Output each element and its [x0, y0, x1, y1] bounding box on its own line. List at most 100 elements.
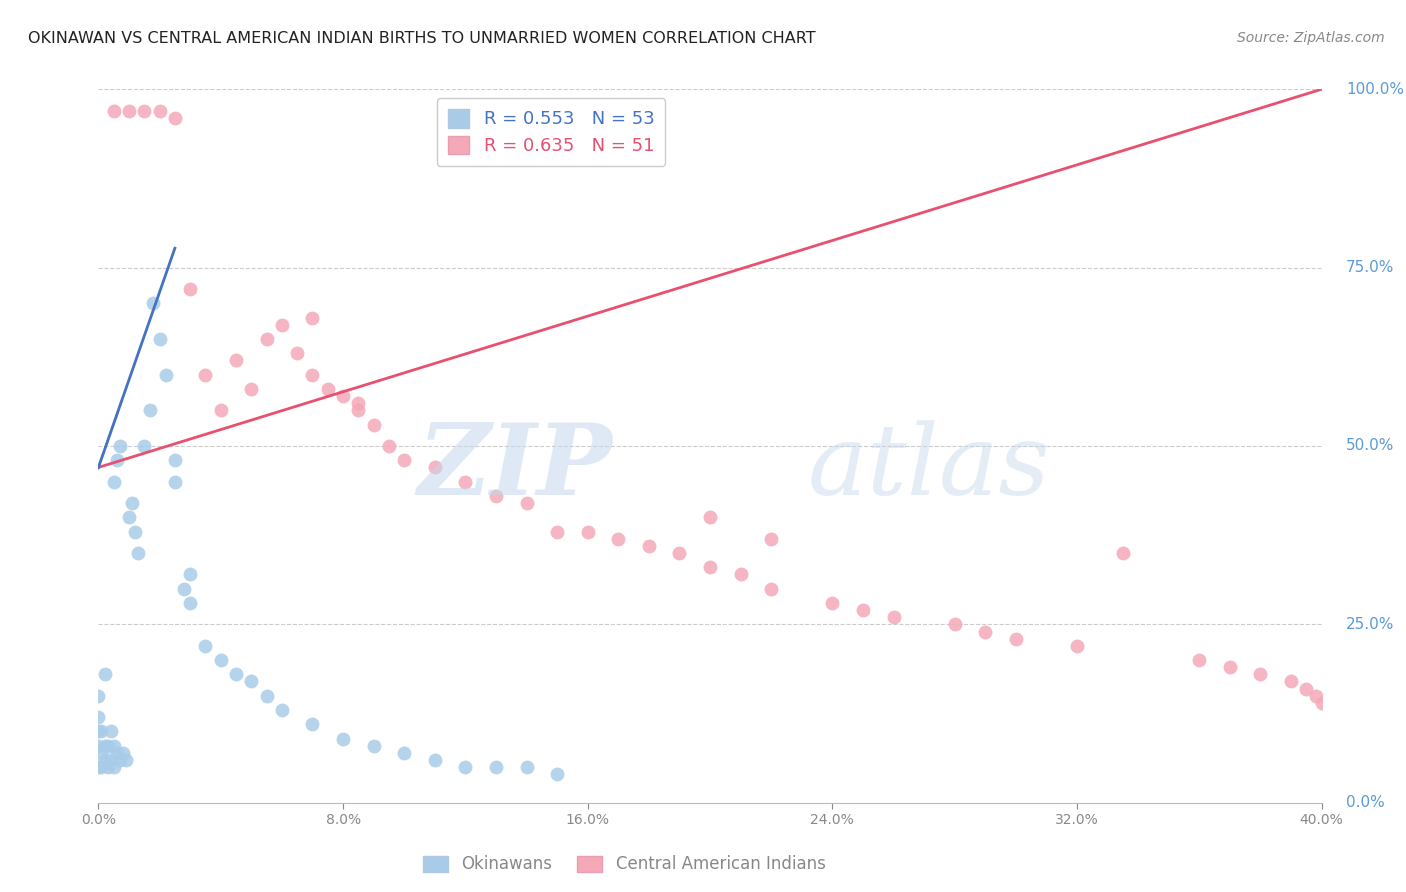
Point — [139, 403, 162, 417]
Point — [285, 346, 308, 360]
Point — [485, 489, 508, 503]
Point — [454, 475, 477, 489]
Point — [546, 524, 568, 539]
Point — [347, 403, 370, 417]
Point — [1279, 674, 1302, 689]
Point — [155, 368, 177, 382]
Point — [134, 103, 156, 118]
Point — [100, 724, 122, 739]
Point — [87, 689, 110, 703]
Point — [105, 453, 128, 467]
Point — [87, 724, 110, 739]
Text: ZIP: ZIP — [418, 419, 612, 516]
Point — [103, 760, 125, 774]
Text: Source: ZipAtlas.com: Source: ZipAtlas.com — [1237, 31, 1385, 45]
Text: atlas: atlas — [808, 420, 1050, 515]
Point — [607, 532, 630, 546]
Point — [93, 667, 115, 681]
Point — [1219, 660, 1241, 674]
Point — [256, 689, 278, 703]
Point — [974, 624, 997, 639]
Point — [347, 396, 370, 410]
Point — [423, 753, 446, 767]
Point — [90, 760, 112, 774]
Text: 100.0%: 100.0% — [1346, 82, 1405, 96]
Point — [699, 510, 721, 524]
Point — [270, 318, 294, 332]
Point — [301, 717, 323, 731]
Point — [103, 475, 125, 489]
Point — [485, 760, 508, 774]
Point — [761, 582, 783, 596]
Point — [90, 724, 112, 739]
Point — [378, 439, 401, 453]
Point — [363, 739, 385, 753]
Point — [121, 496, 143, 510]
Point — [103, 739, 125, 753]
Point — [240, 382, 263, 396]
Point — [115, 753, 138, 767]
Point — [149, 332, 172, 346]
Point — [332, 731, 354, 746]
Point — [127, 546, 149, 560]
Point — [163, 475, 186, 489]
Point — [149, 103, 172, 118]
Point — [108, 439, 131, 453]
Point — [943, 617, 966, 632]
Point — [363, 417, 385, 432]
Point — [179, 567, 201, 582]
Point — [93, 739, 115, 753]
Point — [852, 603, 875, 617]
Point — [699, 560, 721, 574]
Point — [883, 610, 905, 624]
Point — [730, 567, 752, 582]
Point — [111, 746, 134, 760]
Point — [194, 368, 217, 382]
Text: OKINAWAN VS CENTRAL AMERICAN INDIAN BIRTHS TO UNMARRIED WOMEN CORRELATION CHART: OKINAWAN VS CENTRAL AMERICAN INDIAN BIRT… — [28, 31, 815, 46]
Point — [163, 453, 186, 467]
Point — [454, 760, 477, 774]
Point — [316, 382, 339, 396]
Point — [90, 746, 112, 760]
Point — [209, 403, 232, 417]
Point — [1004, 632, 1026, 646]
Point — [225, 667, 247, 681]
Point — [301, 310, 323, 325]
Point — [546, 767, 568, 781]
Point — [87, 760, 110, 774]
Point — [1295, 681, 1317, 696]
Point — [179, 282, 201, 296]
Point — [97, 739, 120, 753]
Point — [1112, 546, 1135, 560]
Point — [194, 639, 217, 653]
Point — [93, 753, 115, 767]
Point — [97, 760, 120, 774]
Point — [100, 753, 122, 767]
Point — [173, 582, 195, 596]
Point — [134, 439, 156, 453]
Point — [270, 703, 294, 717]
Point — [209, 653, 232, 667]
Point — [516, 760, 538, 774]
Point — [1066, 639, 1088, 653]
Point — [1305, 689, 1327, 703]
Point — [240, 674, 263, 689]
Point — [576, 524, 599, 539]
Point — [668, 546, 690, 560]
Point — [1250, 667, 1272, 681]
Point — [118, 510, 141, 524]
Point — [761, 532, 783, 546]
Point — [821, 596, 844, 610]
Point — [87, 739, 110, 753]
Point — [87, 710, 110, 724]
Legend: Okinawans, Central American Indians: Okinawans, Central American Indians — [416, 849, 832, 880]
Point — [105, 746, 128, 760]
Point — [108, 753, 131, 767]
Text: 25.0%: 25.0% — [1346, 617, 1395, 632]
Point — [392, 746, 416, 760]
Point — [1310, 696, 1333, 710]
Point — [142, 296, 165, 310]
Point — [179, 596, 201, 610]
Text: 75.0%: 75.0% — [1346, 260, 1395, 275]
Point — [103, 103, 125, 118]
